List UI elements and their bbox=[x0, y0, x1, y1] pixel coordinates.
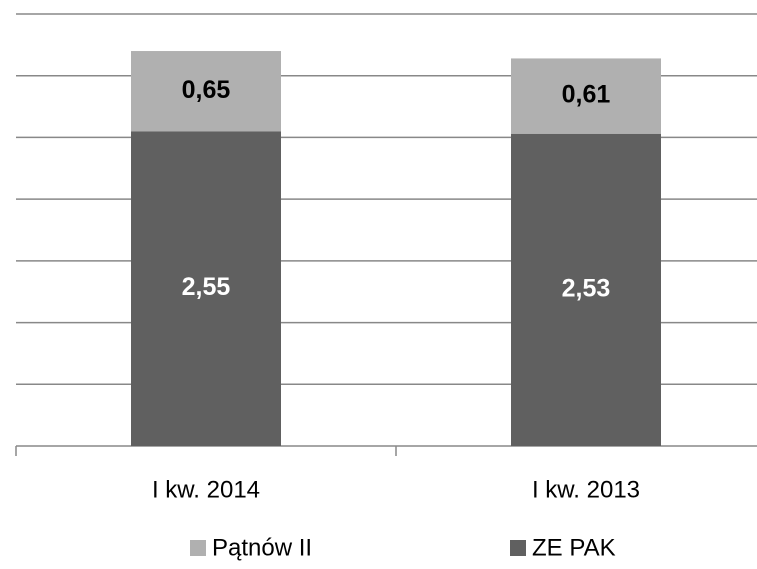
data-label: 2,53 bbox=[562, 274, 611, 302]
x-tick-label: I kw. 2013 bbox=[532, 476, 640, 503]
legend-swatch bbox=[510, 540, 526, 556]
bar-segment bbox=[131, 51, 281, 132]
legend-label: ZE PAK bbox=[532, 534, 616, 561]
legend-swatch bbox=[190, 540, 206, 556]
legend-label: Pątnów II bbox=[212, 534, 312, 561]
x-tick-label: I kw. 2014 bbox=[152, 476, 260, 503]
data-label: 2,55 bbox=[182, 273, 231, 301]
bar-segment bbox=[511, 133, 661, 446]
bar-segment bbox=[511, 58, 661, 134]
data-label: 0,65 bbox=[182, 76, 231, 104]
bar-segment bbox=[131, 131, 281, 446]
data-label: 0,61 bbox=[562, 81, 611, 109]
